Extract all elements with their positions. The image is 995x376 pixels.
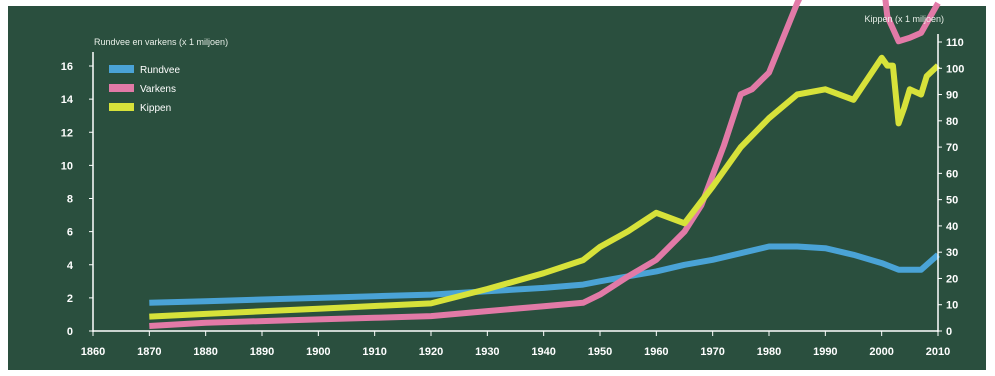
x-tick-label: 1890 [250,346,274,358]
y2-tick-label: 0 [946,326,952,338]
y2-tick-label: 100 [946,63,964,75]
y-tick-label: 2 [67,293,73,305]
x-tick-label: 1960 [644,346,668,358]
y-tick-label: 14 [61,94,74,106]
x-tick-label: 1900 [306,346,330,358]
legend-label-varkens: Varkens [140,84,176,95]
ticks-layer: 1860 1870 1880 1890 1900 1910 1920 1930 1940 1950… [61,37,965,358]
y-tick-label: 8 [67,194,73,206]
y2-tick-label: 60 [946,168,958,180]
x-tick-label: 2010 [926,346,950,358]
x-tick-label: 1880 [193,346,217,358]
series-line-rundvee [149,243,940,306]
legend: Rundvee Varkens Kippen [109,65,180,114]
y-tick-label: 16 [61,61,73,73]
y2-tick-label: 110 [946,37,964,49]
y2-axis-title: Kippen (x 1 miljoen) [864,14,944,24]
y-tick-label: 4 [67,260,74,272]
x-tick-label: 1870 [137,346,161,358]
x-tick-label: 1980 [757,346,781,358]
x-tick-label: 1950 [588,346,612,358]
y2-tick-label: 90 [946,90,958,102]
y2-tick-label: 70 [946,142,958,154]
series-line-kippen [149,54,941,320]
legend-label-kippen: Kippen [140,103,171,114]
y-axis-title: Rundvee en varkens (x 1 miljoen) [94,37,228,47]
y2-tick-label: 40 [946,221,958,233]
y-tick-label: 12 [61,127,73,139]
x-tick-label: 1860 [81,346,105,358]
x-tick-label: 1910 [362,346,386,358]
x-tick-label: 1990 [813,346,837,358]
y2-tick-label: 20 [946,273,958,285]
y-tick-label: 0 [67,326,73,338]
x-tick-label: 1930 [475,346,499,358]
x-tick-label: 2000 [869,346,893,358]
x-tick-label: 1920 [419,346,443,358]
x-tick-label: 1970 [700,346,724,358]
y2-tick-label: 80 [946,116,958,128]
y2-tick-label: 30 [946,247,958,259]
x-tick-label: 1940 [531,346,555,358]
legend-label-rundvee: Rundvee [140,65,180,76]
legend-swatch-kippen [109,103,134,111]
y-tick-label: 6 [67,227,73,239]
series-layer [149,0,941,329]
legend-swatch-varkens [109,84,134,92]
y2-tick-label: 10 [946,300,958,312]
legend-swatch-rundvee [109,65,134,73]
y-tick-label: 10 [61,160,73,172]
y2-tick-label: 50 [946,195,958,207]
